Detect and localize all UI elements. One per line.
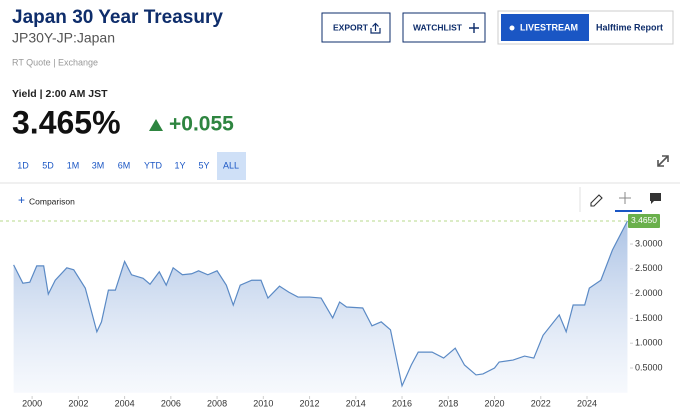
x-tick-label: 2024 <box>577 398 597 408</box>
x-tick-label: 2010 <box>253 398 273 408</box>
up-arrow <box>149 119 163 131</box>
x-tick-label: 2020 <box>485 398 505 408</box>
quote-type: RT Quote | Exchange <box>12 57 98 67</box>
x-tick-label: 2004 <box>115 398 135 408</box>
x-tick-label: 2018 <box>438 398 458 408</box>
title: Japan 30 Year Treasury <box>12 7 223 28</box>
comment-icon[interactable] <box>650 193 661 204</box>
price: 3.465% <box>12 104 121 140</box>
comparison-label[interactable]: Comparison <box>29 196 75 206</box>
last-value-box <box>628 213 660 228</box>
x-tick-label: 2002 <box>68 398 88 408</box>
range-tab[interactable]: 5Y <box>198 160 209 170</box>
livestream-button[interactable]: LIVESTREAM <box>501 14 589 41</box>
range-tab-active <box>217 152 246 180</box>
range-tab[interactable]: 1Y <box>174 160 185 170</box>
range-tab[interactable]: ALL <box>223 160 239 170</box>
y-tick-label: 1.0000 <box>635 338 663 348</box>
x-tick-label: 2008 <box>207 398 227 408</box>
draw-icon[interactable] <box>590 194 603 207</box>
watchlist-label: WATCHLIST <box>413 22 463 32</box>
expand-icon[interactable] <box>657 155 669 167</box>
range-tabs: 1D 5D 1M 3M 6M YTD 1Y 5Y ALL <box>17 152 246 180</box>
range-tab[interactable]: 1D <box>17 160 29 170</box>
x-tick-label: 2016 <box>392 398 412 408</box>
range-tab[interactable]: 3M <box>92 160 105 170</box>
chart: 0.5000 1.0000 1.5000 2.0000 2.5000 3.0000 2000… <box>0 213 663 408</box>
watchlist-button[interactable]: WATCHLIST <box>402 12 486 43</box>
y-tick-label: 1.5000 <box>635 313 663 323</box>
y-tick-label: 0.5000 <box>635 362 663 372</box>
halftime-link[interactable]: Halftime Report <box>596 22 663 32</box>
y-tick-label: 3.0000 <box>635 238 663 248</box>
change: +0.055 <box>169 113 234 136</box>
range-tab[interactable]: 5D <box>42 160 54 170</box>
comparison-plus[interactable]: + <box>18 193 25 207</box>
export-button[interactable]: EXPORT <box>321 12 391 43</box>
y-tick-label: 2.5000 <box>635 263 663 273</box>
range-tab[interactable]: YTD <box>144 160 163 170</box>
x-tick-label: 2000 <box>22 398 42 408</box>
yield-label: Yield | 2:00 AM JST <box>12 88 108 100</box>
x-tick-label: 2014 <box>346 398 366 408</box>
range-tab[interactable]: 1M <box>67 160 80 170</box>
x-tick-label: 2006 <box>161 398 181 408</box>
x-tick-label: 2012 <box>300 398 320 408</box>
area-fill <box>13 220 628 393</box>
crosshair-icon[interactable] <box>619 192 631 204</box>
y-tick-label: 2.0000 <box>635 288 663 298</box>
live-group: LIVESTREAM Halftime Report <box>497 10 674 45</box>
x-tick-label: 2022 <box>531 398 551 408</box>
symbol: JP30Y-JP:Japan <box>12 30 115 46</box>
range-tab[interactable]: 6M <box>118 160 131 170</box>
price-line <box>13 220 628 388</box>
livestream-label: LIVESTREAM <box>520 22 578 32</box>
export-label: EXPORT <box>333 22 369 32</box>
last-value-label: 3.4650 <box>631 215 657 225</box>
